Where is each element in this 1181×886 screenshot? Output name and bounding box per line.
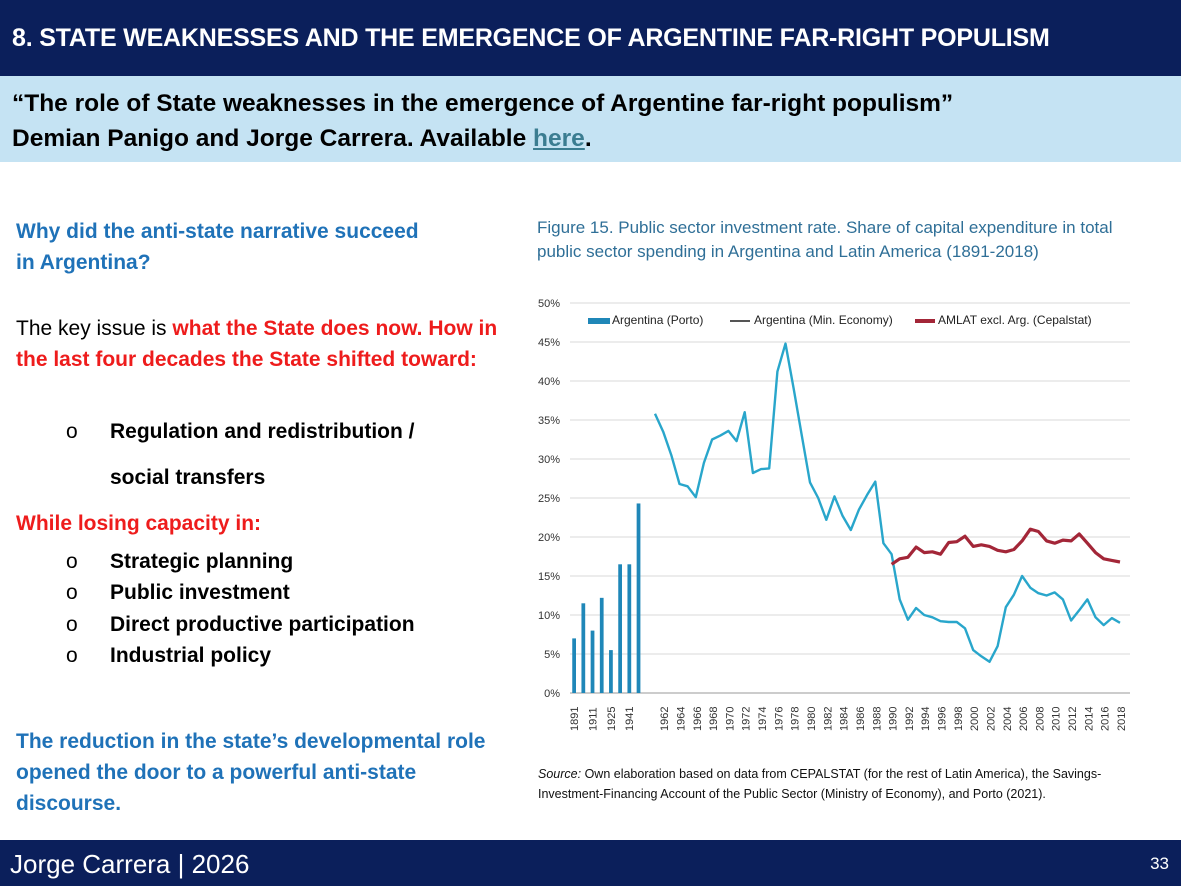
x-tick-label: 2008 bbox=[1034, 707, 1046, 731]
bullet-text: Industrial policy bbox=[110, 644, 272, 667]
bullet-text: Public investment bbox=[110, 581, 290, 604]
citation-title: “The role of State weaknesses in the eme… bbox=[12, 90, 954, 117]
bullet-text: Strategic planning bbox=[110, 550, 294, 573]
bullet-marker: o bbox=[66, 613, 78, 636]
y-tick-label: 15% bbox=[538, 571, 560, 583]
y-tick-label: 50% bbox=[538, 298, 560, 310]
figure-source: Source: Own elaboration based on data fr… bbox=[538, 764, 1148, 804]
y-tick-label: 0% bbox=[544, 688, 560, 700]
x-tick-label: 1986 bbox=[855, 707, 867, 731]
x-tick-label: 2018 bbox=[1116, 707, 1128, 731]
x-tick-label: 1976 bbox=[773, 707, 785, 731]
bar-argentina-porto bbox=[581, 603, 586, 693]
citation-authors: Demian Panigo and Jorge Carrera. Availab… bbox=[12, 121, 1181, 156]
x-tick-label: 1978 bbox=[790, 707, 802, 731]
bullet-text: social transfers bbox=[110, 466, 266, 489]
y-tick-label: 40% bbox=[538, 376, 560, 388]
x-tick-label: 1970 bbox=[724, 707, 736, 731]
bullet-marker: o bbox=[66, 644, 78, 667]
citation-authors-text: Demian Panigo and Jorge Carrera. Availab… bbox=[12, 125, 534, 152]
legend-label-bars: Argentina (Porto) bbox=[612, 313, 703, 327]
line-amlat-excl-arg bbox=[890, 527, 1121, 566]
bar-argentina-porto bbox=[609, 650, 613, 693]
legend-label-amlat: AMLAT excl. Arg. (Cepalstat) bbox=[938, 313, 1092, 327]
investment-rate-chart: 0% 5% 10% 15% 20% 25% 30% 35% 40% 45% 50% 1891 1911 1… bbox=[538, 298, 1130, 731]
here-link[interactable]: here bbox=[533, 125, 585, 152]
x-tick-label: 2002 bbox=[985, 707, 997, 731]
figure-title: Figure 15. Public sector investment rate… bbox=[537, 218, 1113, 261]
bullet-text: Regulation and redistribution / bbox=[110, 420, 415, 443]
x-tick-label: 2010 bbox=[1051, 707, 1063, 731]
footer-bar: Jorge Carrera | 2026 33 bbox=[0, 840, 1181, 886]
bar-argentina-porto bbox=[636, 503, 641, 693]
bar-argentina-porto bbox=[590, 630, 595, 693]
x-tick-label: 1972 bbox=[741, 707, 753, 731]
y-tick-label: 10% bbox=[538, 610, 560, 622]
x-tick-label: 1994 bbox=[920, 707, 932, 731]
y-tick-label: 20% bbox=[538, 532, 560, 544]
x-tick-label: 1996 bbox=[937, 707, 949, 731]
x-tick-label: 2016 bbox=[1100, 707, 1112, 731]
x-tick-label: 1984 bbox=[839, 707, 851, 731]
page-number: 33 bbox=[1150, 854, 1169, 873]
bar-argentina-porto bbox=[627, 564, 632, 693]
x-tick-label: 1982 bbox=[822, 707, 834, 731]
x-tick-label: 1941 bbox=[624, 707, 636, 731]
legend-swatch-bars bbox=[588, 318, 610, 324]
y-tick-label: 25% bbox=[538, 493, 560, 505]
x-tick-label: 1988 bbox=[871, 707, 883, 731]
x-tick-label: 1962 bbox=[659, 707, 671, 731]
source-label: Source: bbox=[538, 767, 582, 781]
x-tick-label: 1911 bbox=[587, 707, 599, 731]
bar-argentina-porto bbox=[618, 564, 622, 693]
y-tick-label: 45% bbox=[538, 337, 560, 349]
conclusion-text: The reduction in the state’s development… bbox=[16, 730, 486, 815]
bar-argentina-porto bbox=[599, 597, 604, 693]
x-tick-label: 2004 bbox=[1002, 707, 1014, 731]
bullet-text: Direct productive participation bbox=[110, 613, 415, 636]
y-tick-label: 30% bbox=[538, 454, 560, 466]
key-issue-prefix: The key issue is bbox=[16, 317, 173, 340]
legend-label-min-economy: Argentina (Min. Economy) bbox=[754, 313, 893, 327]
x-tick-label: 1998 bbox=[953, 707, 965, 731]
footer-author: Jorge Carrera | 2026 bbox=[10, 849, 250, 879]
x-tick-label: 1968 bbox=[708, 707, 720, 731]
x-tick-label: 1964 bbox=[675, 707, 687, 731]
x-tick-label: 2012 bbox=[1067, 707, 1079, 731]
question-heading: Why did the anti-state narrative succeed… bbox=[16, 220, 419, 274]
key-issue-text: The key issue is what the State does now… bbox=[16, 313, 516, 375]
x-tick-label: 1980 bbox=[806, 707, 818, 731]
line-argentina-min-economy bbox=[653, 342, 1121, 663]
while-losing-heading: While losing capacity in: bbox=[16, 512, 262, 535]
slide-title-bar: 8. STATE WEAKNESSES AND THE EMERGENCE OF… bbox=[0, 0, 1181, 76]
x-tick-label: 2006 bbox=[1018, 707, 1030, 731]
slide-title: 8. STATE WEAKNESSES AND THE EMERGENCE OF… bbox=[12, 24, 1050, 52]
bullet-marker: o bbox=[66, 550, 78, 573]
bullet-marker: o bbox=[66, 420, 78, 443]
x-tick-label: 1992 bbox=[904, 707, 916, 731]
source-text: Own elaboration based on data from CEPAL… bbox=[538, 767, 1102, 801]
bar-argentina-porto bbox=[572, 638, 576, 693]
citation-banner: “The role of State weaknesses in the eme… bbox=[0, 76, 1181, 162]
y-tick-label: 35% bbox=[538, 415, 560, 427]
bullet-marker: o bbox=[66, 581, 78, 604]
key-issue-highlight: what the State does now. How in the last… bbox=[16, 317, 498, 371]
x-tick-label: 1966 bbox=[692, 707, 704, 731]
x-tick-label: 2000 bbox=[969, 707, 981, 731]
y-tick-label: 5% bbox=[544, 649, 560, 661]
x-tick-label: 1925 bbox=[606, 707, 618, 731]
x-tick-label: 2014 bbox=[1083, 707, 1095, 731]
x-tick-label: 1891 bbox=[569, 707, 581, 731]
x-tick-label: 1990 bbox=[888, 707, 900, 731]
citation-period: . bbox=[584, 125, 592, 152]
x-tick-label: 1974 bbox=[757, 707, 769, 731]
